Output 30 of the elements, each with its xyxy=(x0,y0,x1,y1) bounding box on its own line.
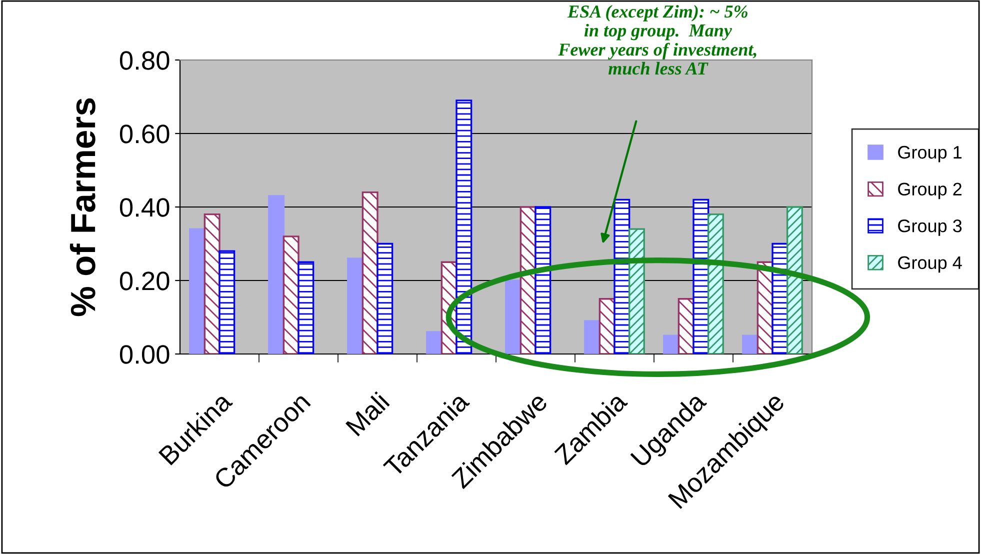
bar xyxy=(189,228,206,354)
y-tick-label: 0.60 xyxy=(120,124,170,144)
bar xyxy=(282,236,300,354)
bar xyxy=(298,261,314,354)
y-tick-label: 0.40 xyxy=(120,198,170,217)
y-tick-label: 0.00 xyxy=(120,345,170,364)
bar xyxy=(505,280,522,354)
legend-label: Group 1 xyxy=(898,146,962,162)
bar xyxy=(707,214,724,354)
bar xyxy=(376,242,394,354)
legend-label: Group 2 xyxy=(898,182,962,200)
legend-label: Group 3 xyxy=(898,220,962,236)
bar xyxy=(362,191,378,354)
bar xyxy=(268,195,285,354)
annotation: ESA (except Zim): ~ 5% in top group. Many Fewer years of investment, much less AT xyxy=(558,4,756,75)
y-tick-label: 0.20 xyxy=(120,272,170,290)
bar xyxy=(742,334,759,354)
bar xyxy=(347,258,364,354)
bar xyxy=(786,206,803,354)
bar xyxy=(628,228,645,354)
bar xyxy=(663,334,680,354)
bar xyxy=(204,214,220,354)
legend-label: Group 4 xyxy=(898,256,962,273)
bar xyxy=(456,100,472,354)
bar xyxy=(534,206,552,354)
bar xyxy=(584,320,601,354)
y-axis-title: % of Farmers xyxy=(70,98,96,316)
y-tick-label: 0.80 xyxy=(120,51,170,70)
bar xyxy=(426,331,443,354)
bar xyxy=(218,250,236,354)
